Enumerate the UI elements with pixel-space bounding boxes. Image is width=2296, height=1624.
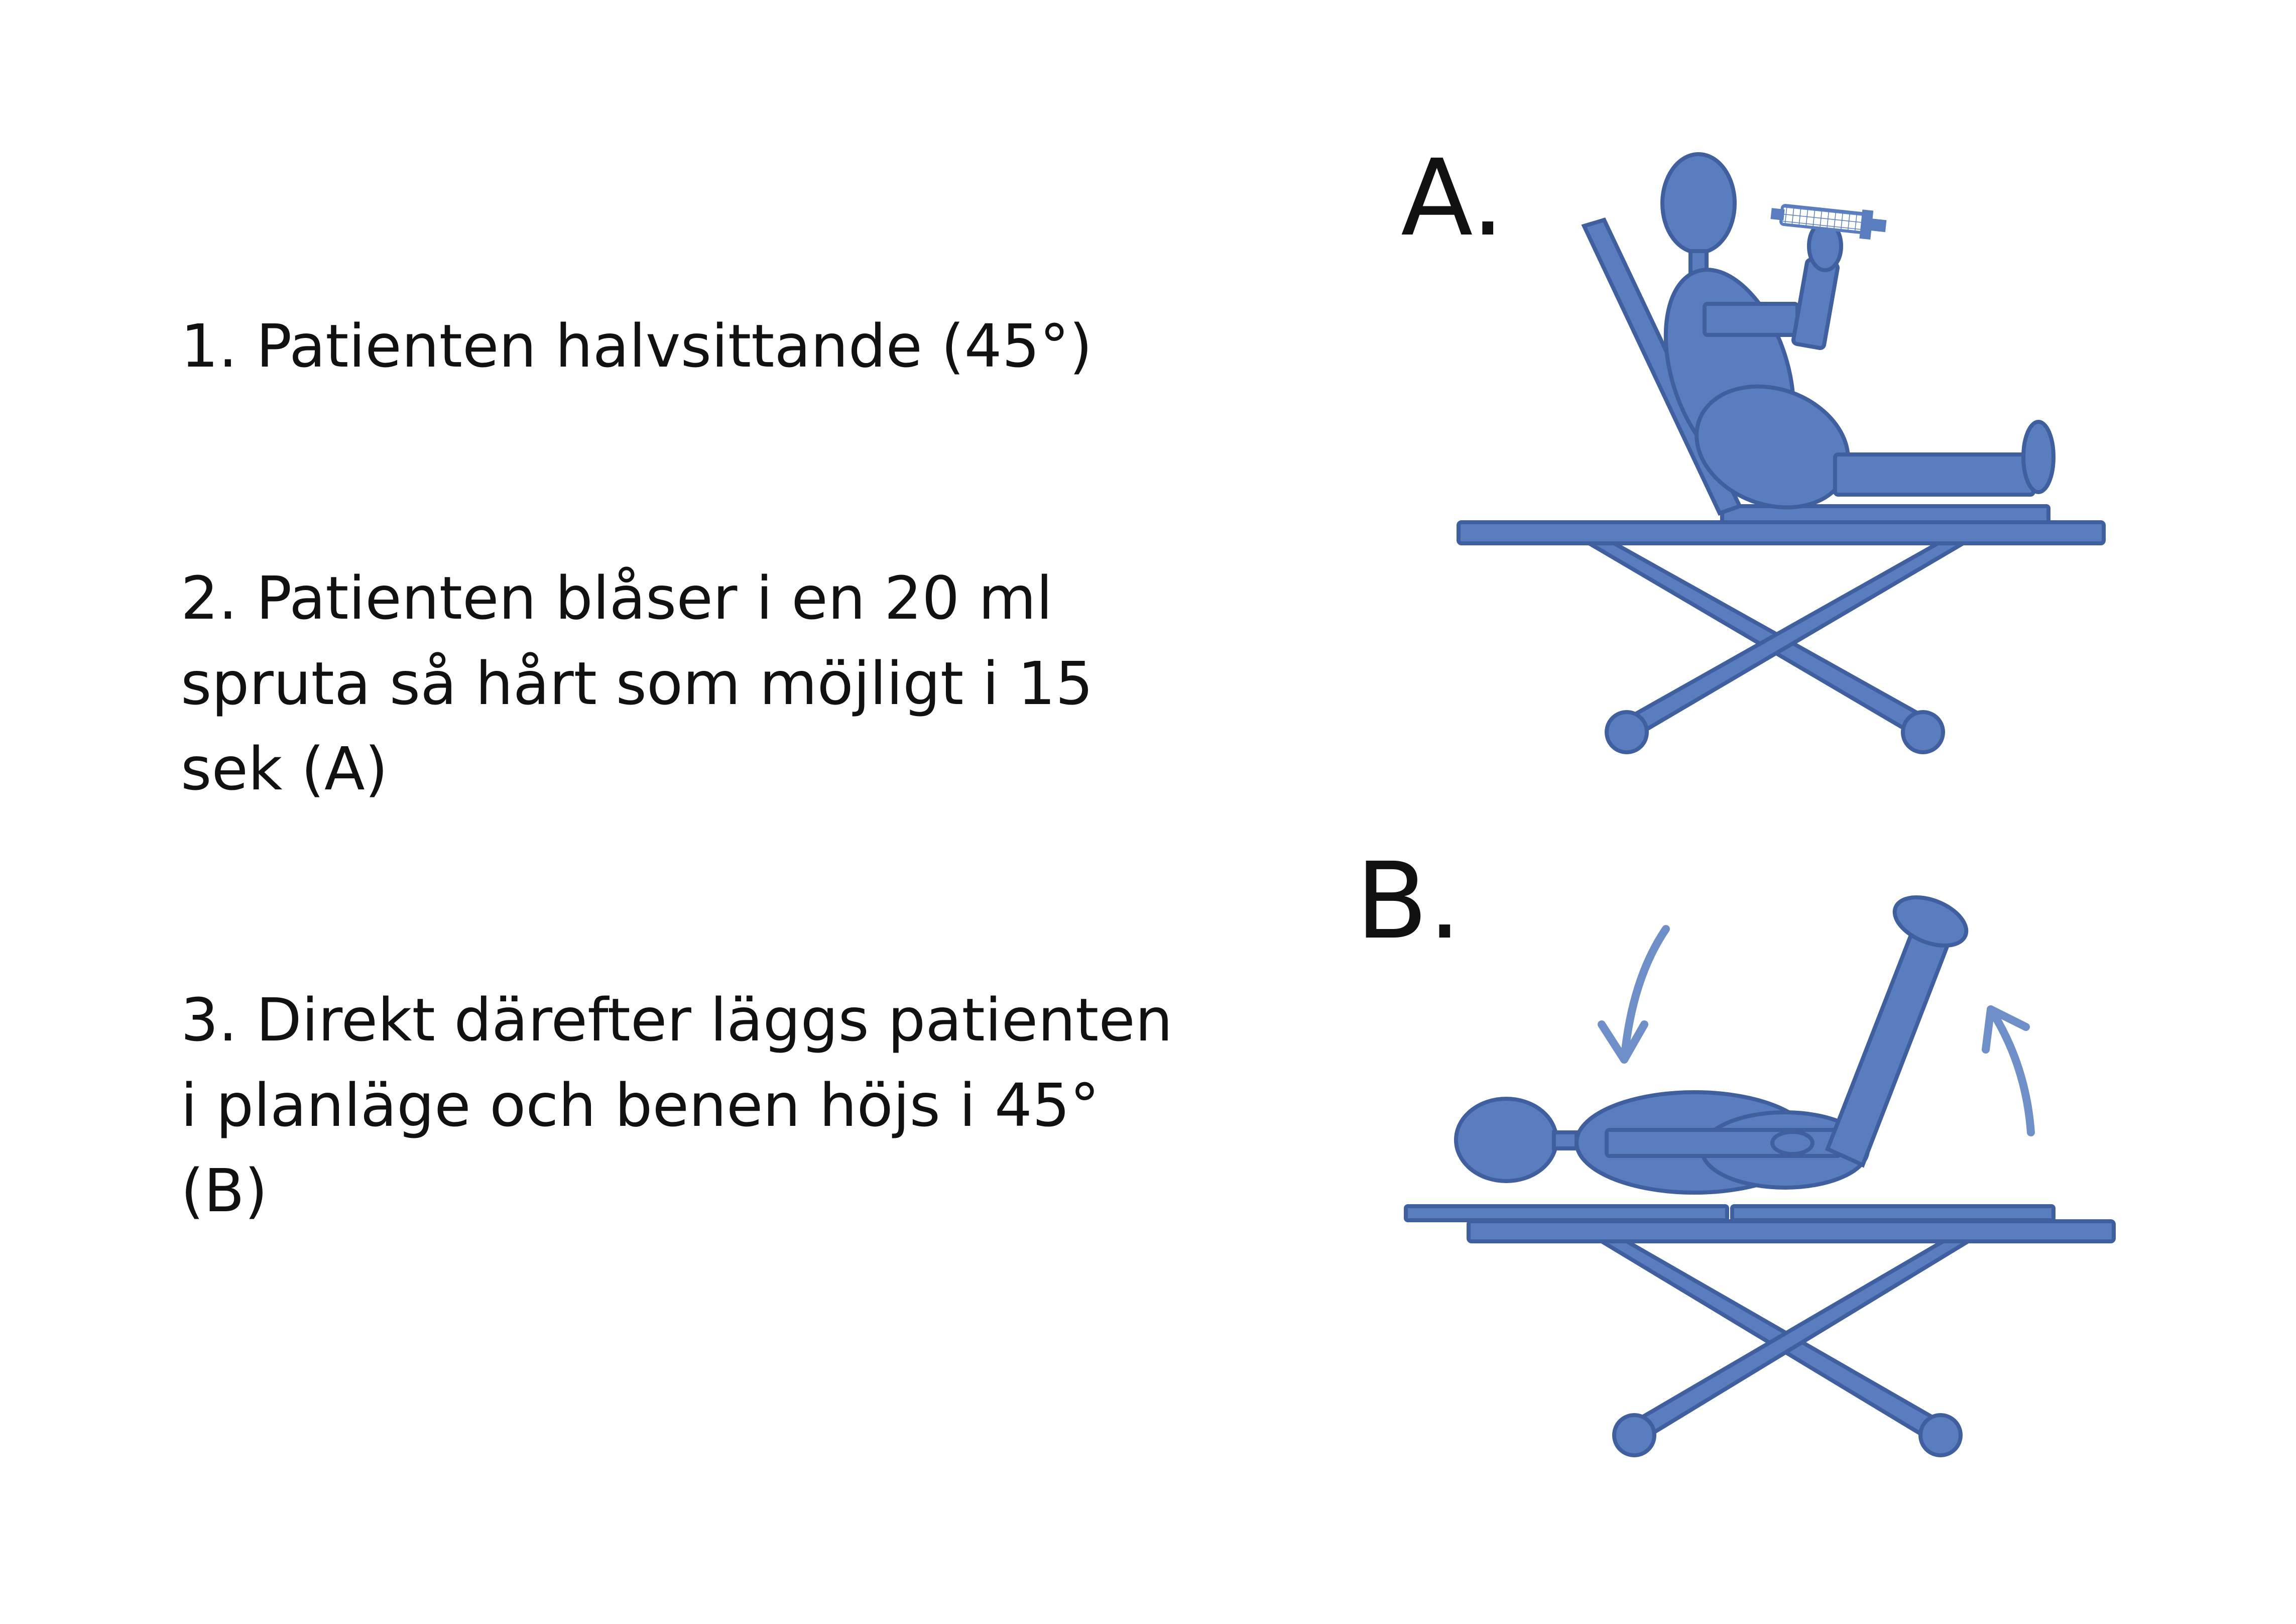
person-a-foot xyxy=(2021,420,2056,494)
arrow-down-head xyxy=(1598,1020,1648,1064)
person-a-head xyxy=(1660,152,1737,255)
person-b-hand xyxy=(1770,1130,1815,1156)
stretcher-b-wheel-right xyxy=(1918,1413,1963,1457)
stretcher-a-leg-1 xyxy=(1582,541,1941,735)
syringe-icon xyxy=(1770,204,1887,240)
person-b xyxy=(1454,895,1969,1195)
person-b-head xyxy=(1454,1097,1558,1183)
stretcher-b-foot-section xyxy=(1730,1204,2056,1222)
arrow-up-head xyxy=(1982,1005,2030,1054)
step-3-line-3: (B) xyxy=(181,1156,268,1225)
stretcher-b-wheel-left xyxy=(1612,1413,1656,1457)
stretcher-a-top xyxy=(1457,520,2106,545)
stretcher-a-leg-2 xyxy=(1614,541,1971,735)
stretcher-a-wheel-left xyxy=(1605,710,1649,754)
figure-a xyxy=(1457,152,2106,754)
person-a-lower-leg xyxy=(1833,452,2035,497)
step-3-line-2: i planläge och benen höjs i 45° xyxy=(181,1071,1100,1140)
syringe-plunger xyxy=(1868,218,1887,233)
person-b-raised-leg xyxy=(1825,927,1951,1168)
person-a-upper-arm xyxy=(1703,302,1799,337)
figure-a-label: A. xyxy=(1401,137,1505,260)
person-a-forearm xyxy=(1791,258,1840,350)
syringe-barrel xyxy=(1779,204,1866,234)
person-b-neck xyxy=(1552,1130,1579,1150)
step-2-line-2: spruta så hårt som möjligt i 15 xyxy=(181,649,1094,718)
person-a xyxy=(1660,152,2056,510)
stretcher-b xyxy=(1404,1204,2116,1457)
syringe-tip xyxy=(1770,208,1785,220)
figure-b-label: B. xyxy=(1356,840,1462,963)
step-3-line-1: 3. Direkt därefter läggs patienten xyxy=(181,985,1173,1055)
stretcher-a xyxy=(1457,217,2106,754)
step-2-line-3: sek (A) xyxy=(181,734,388,803)
stretcher-b-head-section xyxy=(1404,1204,1729,1222)
arrow-down-icon xyxy=(1620,925,1670,1064)
stretcher-a-mattress xyxy=(1720,504,2050,524)
motion-arrows xyxy=(1598,925,2035,1136)
step-1-line-1: 1. Patienten halvsittande (45°) xyxy=(181,311,1093,381)
stretcher-a-wheel-right xyxy=(1901,710,1945,754)
figure-b xyxy=(1404,895,2116,1457)
arrow-up-icon xyxy=(1987,1005,2035,1136)
step-3: 3. Direkt därefter läggs patienten i pla… xyxy=(181,977,1173,1233)
stretcher-b-top xyxy=(1467,1219,2116,1243)
step-2: 2. Patienten blåser i en 20 ml spruta så… xyxy=(181,555,1093,811)
step-1: 1. Patienten halvsittande (45°) xyxy=(181,303,1093,389)
person-b-foot xyxy=(1892,895,1969,948)
step-2-line-1: 2. Patienten blåser i en 20 ml xyxy=(181,563,1053,633)
